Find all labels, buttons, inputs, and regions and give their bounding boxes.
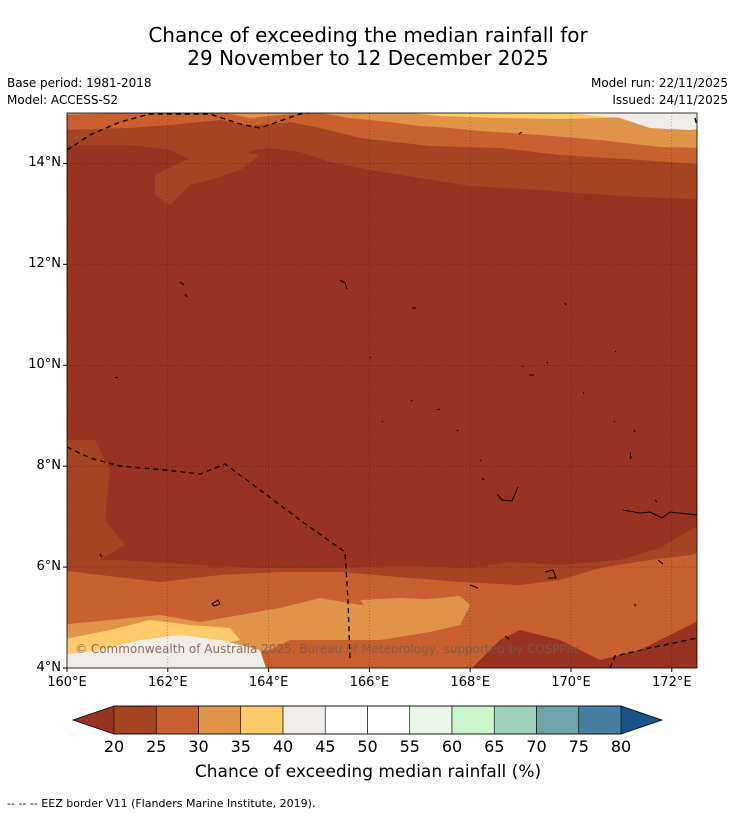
colorbar-label: 25 xyxy=(146,737,167,756)
colorbar-label: 30 xyxy=(188,737,209,756)
lon-tick-label: 164°E xyxy=(248,675,289,690)
colorbar-bin xyxy=(324,705,368,735)
colorbar-title: Chance of exceeding median rainfall (%) xyxy=(194,762,542,782)
base-period: Base period: 1981-2018 xyxy=(7,76,152,90)
model-run: Model run: 22/11/2025 xyxy=(590,76,728,90)
colorbar-bin xyxy=(367,705,411,735)
rainfall-band xyxy=(155,150,260,205)
lat-tick-label: 14°N xyxy=(28,155,61,171)
lon-tick-label: 160°E xyxy=(47,675,87,690)
title-line-1: Chance of exceeding the median rainfall … xyxy=(148,23,588,47)
colorbar-label: 55 xyxy=(399,737,420,756)
colorbar-label: 75 xyxy=(568,737,589,756)
colorbar-label: 50 xyxy=(357,737,378,756)
rainfall-band xyxy=(67,635,266,668)
title-line-2: 29 November to 12 December 2025 xyxy=(187,46,549,70)
rainfall-band xyxy=(565,113,697,130)
eez-legend-note: -- -- -- EEZ border V11 (Flanders Marine… xyxy=(7,797,316,810)
lon-tick-label: 172°E xyxy=(652,675,692,690)
colorbar-low-arrow xyxy=(73,706,114,734)
colorbar-label: 60 xyxy=(441,737,463,756)
colorbar-label: 65 xyxy=(484,737,505,756)
islands xyxy=(99,131,698,640)
map-frame xyxy=(66,112,698,669)
rainfall-band xyxy=(360,598,460,620)
rainfall-band xyxy=(67,440,125,560)
colorbar-bin xyxy=(198,705,242,735)
colorbar-label: 80 xyxy=(610,737,632,756)
rainfall-band xyxy=(472,621,697,668)
colorbar-bin xyxy=(578,705,622,735)
colorbar-bin xyxy=(240,705,284,735)
colorbar-bin xyxy=(493,705,537,735)
colorbar-label: 20 xyxy=(103,737,125,756)
axis-ticks xyxy=(63,162,673,672)
model-name: Model: ACCESS-S2 xyxy=(7,93,119,107)
lat-tick-label: 4°N xyxy=(36,660,62,675)
colorbar-label: 40 xyxy=(272,737,294,756)
colorbar xyxy=(71,705,664,735)
lat-tick-label: 10°N xyxy=(28,357,61,373)
lat-tick-label: 8°N xyxy=(36,458,62,474)
colorbar-bin xyxy=(282,705,326,735)
colorbar-bin xyxy=(155,705,199,735)
colorbar-label: 70 xyxy=(526,737,547,756)
colorbar-bin xyxy=(113,705,157,735)
colorbar-label: 45 xyxy=(315,737,336,756)
issued-date: Issued: 24/11/2025 xyxy=(612,93,728,107)
lon-tick-label: 166°E xyxy=(349,675,390,690)
colorbar-label: 35 xyxy=(230,737,251,756)
colorbar-high-arrow xyxy=(621,706,662,734)
lat-tick-label: 6°N xyxy=(36,559,62,575)
colorbar-bin xyxy=(536,705,580,735)
eez-border xyxy=(67,113,697,668)
rainfall-band xyxy=(490,561,697,640)
lon-tick-label: 170°E xyxy=(551,675,591,690)
colorbar-bin xyxy=(451,705,495,735)
colorbar-bin xyxy=(409,705,453,735)
lon-tick-label: 162°E xyxy=(148,675,188,690)
lat-tick-label: 12°N xyxy=(28,256,61,272)
copyright-notice: © Commonwealth of Australia 2025, Bureau… xyxy=(75,642,580,656)
lon-tick-label: 168°E xyxy=(450,675,490,690)
map-layers xyxy=(67,113,697,668)
rainfall-band xyxy=(67,113,697,148)
